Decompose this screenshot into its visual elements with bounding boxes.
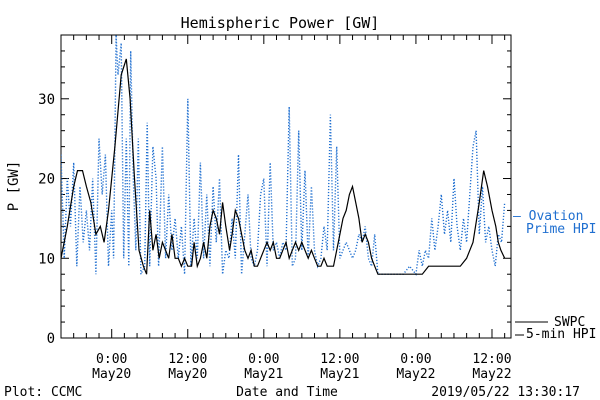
y-tick-label: 0: [47, 331, 55, 347]
legend-swpc-line2: 5-min HPI: [526, 327, 596, 342]
x-tick-date-label: May20: [168, 367, 207, 382]
x-tick-time-label: 12:00: [168, 352, 207, 367]
legend-ovation-line2: Prime HPI: [526, 222, 596, 237]
legend-swpc: SWPC 5-min HPI: [515, 315, 596, 342]
legend-ovation: — Ovation Prime HPI: [513, 209, 596, 237]
chart-title: Hemispheric Power [GW]: [181, 14, 380, 32]
x-tick-time-label: 12:00: [320, 352, 359, 367]
x-tick-date-label: May22: [472, 367, 511, 382]
x-tick-date-label: May22: [396, 367, 435, 382]
x-tick-date-label: May21: [244, 367, 283, 382]
swpc-hpi-line: [61, 58, 506, 275]
x-tick-date-label: May21: [320, 367, 359, 382]
x-tick-date-label: May20: [92, 367, 131, 382]
series-layer: [61, 35, 506, 276]
x-tick-time-label: 0:00: [248, 352, 279, 367]
x-axis-label: Date and Time: [236, 385, 338, 400]
x-axis: 0:00May2012:00May200:00May2112:00May210:…: [60, 35, 512, 382]
x-tick-time-label: 0:00: [96, 352, 127, 367]
footer-timestamp: 2019/05/22 13:30:17: [431, 385, 580, 400]
y-axis: 0 10 20 30: [38, 34, 511, 347]
y-tick-label: 10: [38, 251, 55, 267]
y-axis-label: P [GW]: [6, 161, 22, 212]
footer-plot-source: Plot: CCMC: [4, 385, 82, 400]
y-tick-label: 30: [38, 92, 55, 108]
x-tick-time-label: 12:00: [472, 352, 511, 367]
legend-swpc-line1: SWPC: [554, 315, 585, 330]
plot-frame: [60, 34, 512, 339]
y-tick-label: 20: [38, 172, 55, 188]
legend-ovation-line1: — Ovation: [513, 209, 583, 224]
x-tick-time-label: 0:00: [400, 352, 431, 367]
